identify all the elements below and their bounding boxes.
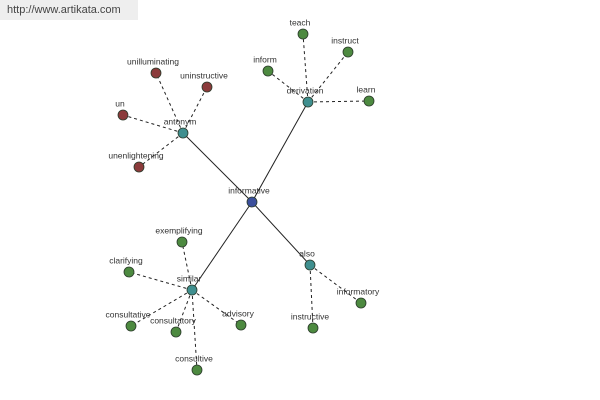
word-label: instructive bbox=[291, 311, 330, 321]
word-label: consultatory bbox=[150, 315, 197, 325]
word-node bbox=[246, 196, 258, 208]
word-label: learn bbox=[357, 84, 376, 94]
word-node bbox=[176, 236, 188, 248]
word-label: uninstructive bbox=[180, 70, 228, 80]
word-label: also bbox=[299, 248, 315, 258]
link bbox=[191, 201, 253, 291]
edges bbox=[122, 33, 370, 371]
word-node bbox=[186, 284, 198, 296]
word-label: instruct bbox=[331, 35, 359, 45]
word-node bbox=[125, 320, 137, 332]
link-dashed bbox=[309, 264, 314, 329]
nodes bbox=[117, 28, 375, 376]
link-dashed bbox=[307, 100, 370, 103]
link-dashed bbox=[191, 289, 198, 371]
word-node bbox=[297, 28, 309, 40]
link bbox=[251, 101, 309, 203]
word-node bbox=[304, 259, 316, 271]
word-label: consultive bbox=[175, 353, 213, 363]
word-node bbox=[133, 161, 145, 173]
word-node bbox=[342, 46, 354, 58]
word-label: inform bbox=[253, 54, 277, 64]
link-dashed bbox=[175, 289, 193, 333]
word-label: similar bbox=[177, 273, 202, 283]
word-label: advisory bbox=[222, 308, 254, 318]
link-dashed bbox=[191, 289, 242, 326]
word-label: informatory bbox=[337, 286, 380, 296]
link bbox=[251, 201, 311, 266]
word-node bbox=[150, 67, 162, 79]
word-label: consultative bbox=[106, 309, 151, 319]
link-dashed bbox=[302, 33, 309, 103]
word-node bbox=[191, 364, 203, 376]
word-node bbox=[307, 322, 319, 334]
link-dashed bbox=[267, 70, 309, 103]
word-label: derivation bbox=[287, 85, 324, 95]
word-node bbox=[262, 65, 274, 77]
word-label: exemplifying bbox=[155, 225, 203, 235]
word-node bbox=[117, 109, 129, 121]
word-node bbox=[170, 326, 182, 338]
link-dashed bbox=[181, 241, 193, 291]
link-dashed bbox=[309, 264, 362, 304]
word-node bbox=[302, 96, 314, 108]
word-label: clarifying bbox=[109, 255, 143, 265]
word-label: un bbox=[115, 98, 125, 108]
word-label: teach bbox=[290, 17, 311, 27]
word-label: unilluminating bbox=[127, 56, 179, 66]
word-label: unenlightening bbox=[108, 150, 164, 160]
link-dashed bbox=[155, 72, 184, 134]
word-node bbox=[363, 95, 375, 107]
word-node bbox=[355, 297, 367, 309]
site-url: http://www.artikata.com bbox=[0, 0, 138, 20]
word-node bbox=[123, 266, 135, 278]
link-dashed bbox=[128, 271, 193, 291]
word-node bbox=[201, 81, 213, 93]
word-label: informative bbox=[228, 185, 270, 195]
word-node bbox=[177, 127, 189, 139]
link-dashed bbox=[182, 86, 208, 134]
word-node bbox=[235, 319, 247, 331]
link-dashed bbox=[307, 51, 349, 103]
link bbox=[182, 132, 253, 203]
link-dashed bbox=[122, 114, 184, 134]
word-label: antonym bbox=[164, 116, 197, 126]
